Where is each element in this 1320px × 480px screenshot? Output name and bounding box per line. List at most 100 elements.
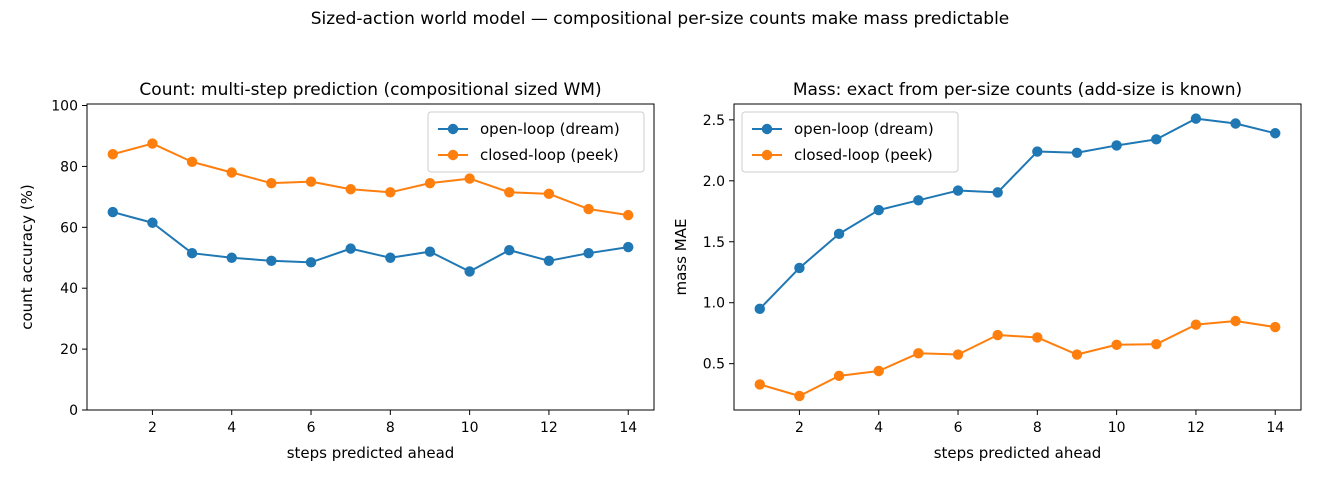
- data-point: [305, 257, 317, 268]
- data-point: [1151, 134, 1162, 145]
- x-tick-label: 14: [619, 420, 637, 436]
- chart-title: Count: multi-step prediction (compositio…: [139, 80, 601, 100]
- figure-title: Sized-action world model — compositional…: [311, 9, 1010, 29]
- data-point: [266, 177, 277, 189]
- x-tick-label: 10: [1108, 420, 1126, 436]
- y-tick-label: 100: [51, 99, 78, 115]
- data-point: [385, 252, 396, 263]
- data-point: [345, 184, 356, 195]
- y-tick-label: 60: [60, 220, 78, 236]
- data-point: [794, 262, 805, 274]
- y-axis-label: mass MAE: [672, 219, 690, 296]
- data-point: [873, 365, 884, 377]
- data-point: [952, 349, 964, 360]
- legend-label: open-loop (dream): [794, 120, 934, 138]
- legend-item-closed-loop: closed-loop (peek): [438, 146, 619, 164]
- data-point: [1190, 113, 1202, 124]
- series-closed-loop: [107, 138, 634, 221]
- legend-item-open-loop: open-loop (dream): [438, 120, 620, 138]
- data-point: [992, 187, 1003, 198]
- legend-marker: [447, 149, 459, 161]
- legend-box: [427, 111, 645, 173]
- data-point: [464, 266, 475, 277]
- series-line: [112, 211, 629, 273]
- x-tick-label: 2: [148, 420, 157, 436]
- data-point: [504, 187, 515, 198]
- legend-label: closed-loop (peek): [480, 146, 619, 164]
- data-point: [623, 209, 634, 221]
- data-point: [913, 348, 924, 359]
- data-point: [1230, 315, 1241, 327]
- data-point: [1032, 332, 1043, 343]
- chart-title: Mass: exact from per-size counts (add-si…: [793, 80, 1242, 100]
- data-point: [623, 241, 634, 253]
- data-point: [226, 252, 237, 263]
- axes-frame: [86, 103, 655, 411]
- y-tick-label: 1.5: [703, 235, 725, 251]
- data-point: [794, 390, 805, 402]
- x-tick-label: 12: [540, 420, 558, 436]
- data-point: [266, 255, 277, 267]
- legend-marker: [761, 123, 773, 135]
- series-line: [759, 117, 1276, 310]
- series-line: [759, 320, 1276, 397]
- data-point: [424, 177, 436, 189]
- data-point: [1270, 321, 1281, 333]
- x-tick-label: 12: [1187, 420, 1205, 436]
- x-axis-label: steps predicted ahead: [287, 444, 455, 462]
- data-point: [992, 329, 1003, 341]
- data-point: [305, 176, 317, 187]
- data-point: [1111, 140, 1122, 151]
- data-point: [345, 243, 356, 254]
- series-open-loop: [107, 206, 634, 277]
- x-tick-label: 10: [461, 420, 479, 436]
- series-closed-loop: [754, 315, 1281, 402]
- x-tick-label: 14: [1266, 420, 1284, 436]
- y-tick-label: 40: [60, 281, 78, 297]
- axes-frame: [733, 103, 1302, 411]
- x-tick-label: 6: [954, 420, 963, 436]
- data-point: [583, 247, 594, 259]
- data-point: [1190, 319, 1202, 330]
- data-point: [186, 247, 198, 259]
- data-point: [1230, 118, 1241, 129]
- data-point: [543, 188, 555, 200]
- y-tick-label: 20: [60, 342, 78, 358]
- legend-marker: [447, 123, 459, 135]
- y-tick-label: 1.0: [703, 296, 725, 312]
- data-point: [385, 187, 396, 198]
- series-line: [112, 142, 629, 217]
- legend-box: [741, 111, 959, 173]
- legend: open-loop (dream) closed-loop (peek): [741, 111, 959, 173]
- data-point: [464, 173, 475, 184]
- y-axis-label: count accuracy (%): [18, 184, 36, 330]
- series-open-loop: [754, 113, 1281, 315]
- data-point: [147, 217, 158, 228]
- y-tick-label: 80: [60, 159, 78, 175]
- y-tick-label: 0: [69, 403, 78, 419]
- data-point: [1071, 349, 1083, 360]
- x-tick-label: 4: [227, 420, 236, 436]
- data-point: [833, 228, 845, 240]
- data-point: [833, 370, 845, 382]
- data-point: [543, 255, 555, 267]
- data-point: [504, 244, 515, 256]
- data-point: [424, 246, 436, 257]
- x-axis-label: steps predicted ahead: [934, 444, 1102, 462]
- y-tick-label: 0.5: [703, 357, 725, 373]
- legend: open-loop (dream) closed-loop (peek): [427, 111, 645, 173]
- data-point: [226, 167, 237, 178]
- x-tick-label: 4: [874, 420, 883, 436]
- data-point: [107, 149, 118, 160]
- y-tick-label: 2.5: [703, 113, 725, 129]
- data-point: [1032, 146, 1043, 157]
- data-point: [583, 203, 594, 215]
- mass-mae-panel: Mass: exact from per-size counts (add-si…: [672, 80, 1302, 462]
- data-point: [952, 185, 964, 196]
- x-tick-label: 2: [795, 420, 804, 436]
- data-point: [1151, 338, 1162, 350]
- legend-item-open-loop: open-loop (dream): [752, 120, 934, 138]
- data-point: [1111, 339, 1122, 350]
